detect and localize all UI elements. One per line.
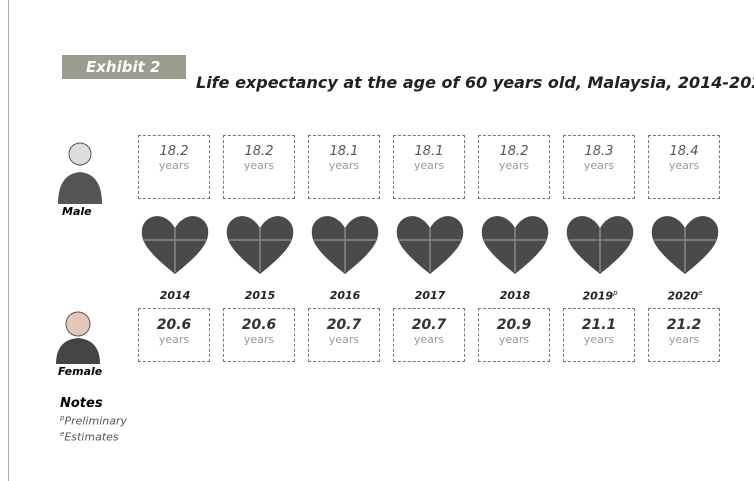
male-label: Male [62, 205, 92, 218]
year: 2020e [649, 289, 721, 303]
unit: years [479, 159, 549, 172]
unit: years [309, 159, 379, 172]
margin-line [8, 0, 9, 481]
heart [650, 214, 720, 276]
heart [310, 214, 380, 276]
notes: pPreliminary eEstimates [60, 414, 127, 445]
unit: years [394, 333, 464, 346]
unit: years [564, 159, 634, 172]
unit: years [564, 333, 634, 346]
year: 2017 [394, 289, 466, 302]
year: 2014 [139, 289, 211, 302]
unit: years [649, 159, 719, 172]
heart [225, 214, 295, 276]
title: Life expectancy at the age of 60 years o… [196, 73, 754, 92]
note-text: Preliminary [64, 415, 127, 428]
unit: years [479, 333, 549, 346]
female-value: 20.7 [394, 317, 464, 333]
male-value: 18.1 [394, 144, 464, 159]
female-value: 20.7 [309, 317, 379, 333]
note: pPreliminary [60, 414, 127, 428]
male-value: 18.2 [139, 144, 209, 159]
year-text: 2016 [330, 289, 361, 302]
unit: years [139, 333, 209, 346]
year: 2016 [309, 289, 381, 302]
exhibit-badge: Exhibit 2 [62, 55, 186, 79]
year-text: 2018 [500, 289, 531, 302]
male-icon [55, 140, 105, 206]
female-value: 20.9 [479, 317, 549, 333]
male-value: 18.2 [479, 144, 549, 159]
year-text: 2015 [245, 289, 276, 302]
female-value: 21.2 [649, 317, 719, 333]
page: Exhibit 2 Life expectancy at the age of … [0, 0, 754, 481]
unit: years [309, 333, 379, 346]
female-icon [53, 310, 103, 366]
year: 2015 [224, 289, 296, 302]
year-text: 2020 [668, 290, 699, 303]
unit: years [224, 333, 294, 346]
male-value: 18.2 [224, 144, 294, 159]
unit: years [224, 159, 294, 172]
unit: years [649, 333, 719, 346]
female-label: Female [58, 365, 102, 378]
female-value: 21.1 [564, 317, 634, 333]
year-text: 2017 [415, 289, 446, 302]
female-value: 20.6 [224, 317, 294, 333]
male-value: 18.1 [309, 144, 379, 159]
heart [565, 214, 635, 276]
unit: years [394, 159, 464, 172]
heart [140, 214, 210, 276]
year: 2019p [564, 289, 636, 303]
note-text: Estimates [64, 430, 118, 443]
year-mark: p [613, 289, 617, 297]
year-mark: e [698, 289, 702, 297]
male-value: 18.3 [564, 144, 634, 159]
male-value: 18.4 [649, 144, 719, 159]
year-text: 2014 [160, 289, 191, 302]
year-text: 2019 [582, 290, 613, 303]
heart [480, 214, 550, 276]
note: eEstimates [60, 430, 127, 444]
year: 2018 [479, 289, 551, 302]
heart [395, 214, 465, 276]
notes-title: Notes [60, 396, 103, 411]
female-value: 20.6 [139, 317, 209, 333]
unit: years [139, 159, 209, 172]
